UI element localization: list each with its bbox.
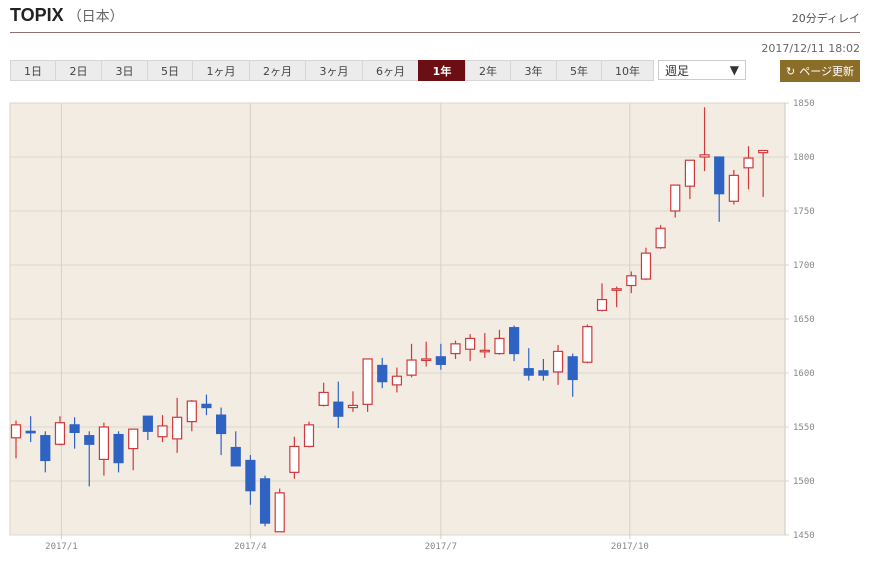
tab-period-8[interactable]: 1年 (418, 60, 465, 81)
candle-down (201, 403, 212, 409)
candle-down (509, 327, 520, 355)
y-tick-label: 1700 (793, 261, 815, 271)
candle-down (113, 433, 124, 464)
header-divider (10, 32, 860, 33)
index-region: （日本） (67, 8, 124, 24)
candle-up (479, 349, 490, 353)
candle-up (684, 159, 696, 187)
candle-down (523, 368, 534, 376)
candle-up (699, 154, 710, 158)
candle-down (435, 356, 446, 365)
candle-down (25, 430, 36, 434)
candle-down (259, 478, 271, 524)
tab-period-3[interactable]: 5日 (147, 60, 192, 81)
tab-period-1[interactable]: 2日 (55, 60, 101, 81)
tab-period-5[interactable]: 2ヶ月 (249, 60, 305, 81)
candle-up (98, 426, 110, 461)
y-tick-label: 1500 (793, 477, 815, 487)
tab-period-7[interactable]: 6ヶ月 (362, 60, 418, 81)
candle-down (333, 401, 344, 417)
y-tick-label: 1650 (793, 315, 815, 325)
candle-up (640, 252, 652, 280)
candle-down (567, 356, 578, 381)
timestamp: 2017/12/11 18:02 (761, 42, 860, 55)
candle-up (494, 337, 505, 355)
candle-down (714, 156, 725, 195)
candle-up (391, 375, 402, 386)
refresh-label: ページ更新 (799, 65, 854, 78)
tab-period-12[interactable]: 10年 (601, 60, 654, 81)
candle-down (538, 370, 549, 376)
candle-down (230, 446, 241, 467)
y-tick-label: 1450 (793, 531, 815, 541)
interval-select[interactable]: 週足 ▼ (658, 60, 746, 80)
period-tabs: 1日 2日 3日 5日 1ヶ月 2ヶ月 3ヶ月 6ヶ月 1年 2年 3年 5年 10年 (10, 60, 654, 81)
x-tick-label: 2017/1 (45, 542, 78, 552)
x-tick-label: 2017/4 (234, 542, 267, 552)
candle-up (289, 445, 300, 473)
candle-up (406, 359, 417, 376)
candle-up (728, 174, 739, 202)
candle-up (318, 391, 329, 407)
candle-up (670, 184, 681, 212)
candle-up (552, 350, 564, 373)
tab-period-11[interactable]: 5年 (556, 60, 601, 81)
candle-up (611, 288, 622, 291)
candle-up (172, 416, 183, 440)
candle-down (84, 435, 95, 445)
candle-up (465, 337, 476, 350)
y-tick-label: 1600 (793, 369, 815, 379)
x-tick-label: 2017/7 (425, 542, 458, 552)
candle-up (10, 424, 22, 439)
page-title: TOPIX （日本） (10, 5, 124, 26)
candle-up (421, 358, 432, 362)
tab-period-2[interactable]: 3日 (101, 60, 147, 81)
refresh-button[interactable]: ↻ ページ更新 (780, 60, 860, 82)
candle-up (655, 227, 666, 249)
y-tick-label: 1800 (793, 153, 815, 163)
index-name: TOPIX (10, 5, 64, 25)
candle-up (743, 157, 754, 169)
tab-period-10[interactable]: 3年 (510, 60, 556, 81)
candle-up (758, 149, 769, 154)
chevron-down-icon: ▼ (729, 63, 739, 77)
candle-down (245, 459, 256, 492)
candle-up (274, 492, 285, 533)
delay-notice: 20分ディレイ (791, 12, 860, 25)
candle-up (186, 400, 197, 423)
candle-down (40, 435, 51, 462)
candle-up (362, 358, 373, 405)
candle-down (216, 414, 227, 435)
y-tick-label: 1550 (793, 423, 815, 433)
interval-select-value: 週足 (665, 63, 690, 78)
tab-period-0[interactable]: 1日 (10, 60, 55, 81)
y-tick-label: 1850 (793, 99, 815, 109)
candle-up (157, 425, 168, 438)
candle-up (582, 325, 593, 363)
candle-up (54, 422, 66, 445)
candle-up (450, 343, 461, 355)
candle-up (596, 298, 608, 311)
tab-period-4[interactable]: 1ヶ月 (192, 60, 249, 81)
candle-up (128, 428, 139, 450)
candle-up (303, 424, 315, 448)
x-tick-label: 2017/10 (611, 542, 649, 552)
candle-down (377, 364, 388, 383)
candle-up (626, 275, 637, 287)
y-tick-label: 1750 (793, 207, 815, 217)
candle-down (142, 415, 153, 432)
candle-down (69, 424, 80, 433)
tab-period-9[interactable]: 2年 (465, 60, 510, 81)
refresh-icon: ↻ (786, 64, 796, 78)
candle-up (347, 404, 359, 409)
tab-period-6[interactable]: 3ヶ月 (305, 60, 362, 81)
